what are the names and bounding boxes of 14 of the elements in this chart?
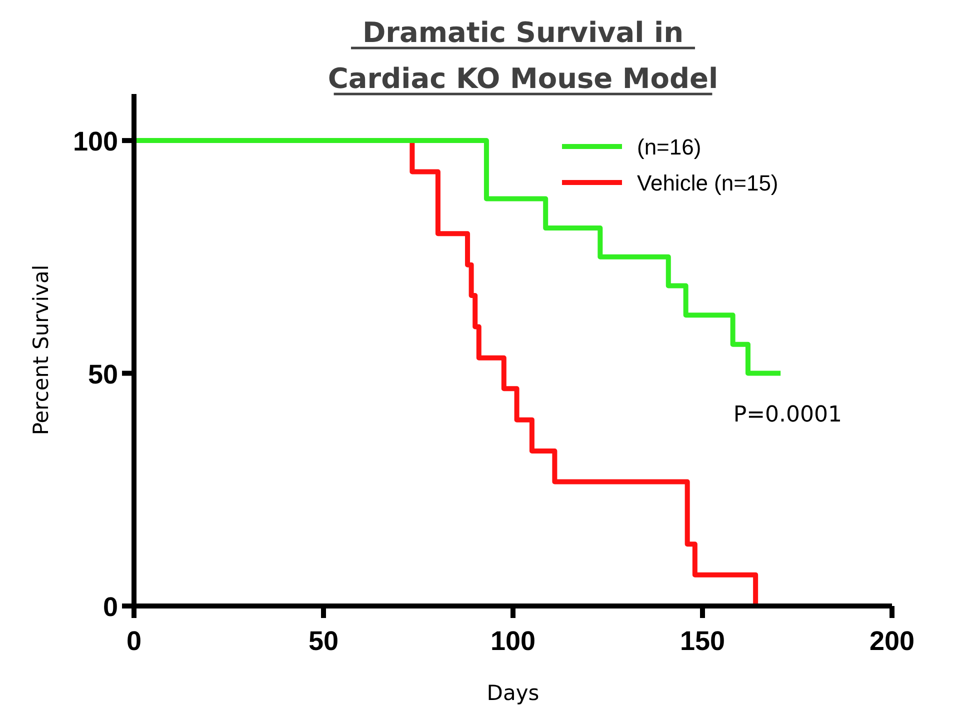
y-tick-label: 0 <box>102 592 118 622</box>
x-tick-label: 50 <box>308 626 339 656</box>
x-axis-title: Days <box>486 681 540 705</box>
x-tick-label: 150 <box>680 626 726 656</box>
y-tick-label: 50 <box>88 359 118 390</box>
x-tick-label: 200 <box>869 626 915 656</box>
x-tick-label: 100 <box>490 626 536 656</box>
legend-label: Vehicle (n=15) <box>637 170 778 196</box>
annotation: P=0.0001 <box>733 402 842 428</box>
y-tick-label: 100 <box>72 126 118 157</box>
y-axis-title: Percent Survival <box>29 264 53 436</box>
x-tick-label: 0 <box>126 626 142 656</box>
legend-label: (n=16) <box>637 134 702 160</box>
chart-title: Dramatic Survival in Cardiac KO Mouse Model <box>328 16 718 95</box>
